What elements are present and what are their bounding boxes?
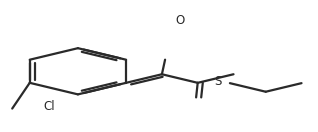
- Text: O: O: [175, 14, 184, 27]
- Text: S: S: [214, 75, 222, 88]
- Text: Cl: Cl: [44, 100, 55, 113]
